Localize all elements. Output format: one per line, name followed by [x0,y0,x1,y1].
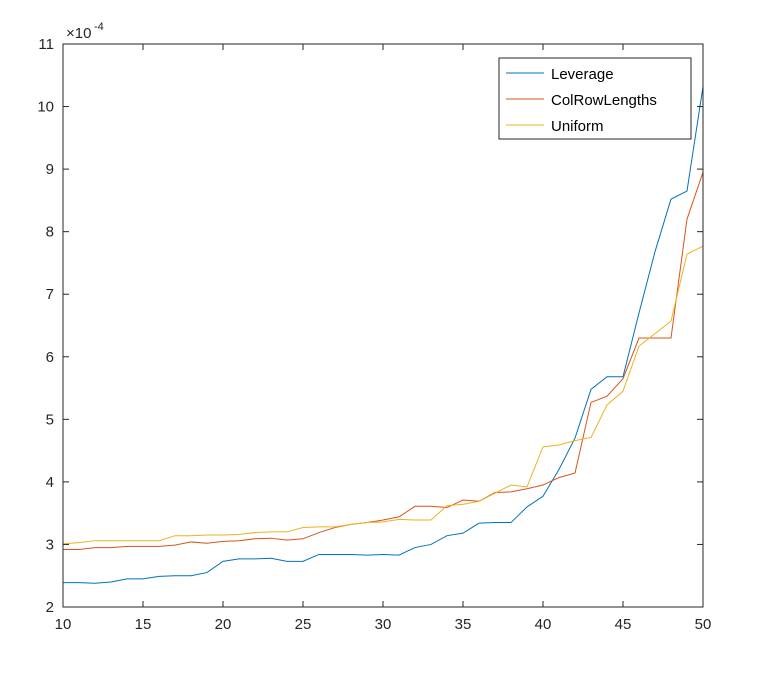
y-exponent-power: -4 [94,21,104,33]
y-tick-label: 8 [46,224,54,241]
x-tick-label: 10 [55,616,72,633]
x-tick-label: 15 [135,616,152,633]
x-tick-label: 20 [215,616,232,633]
legend-label-colrowlengths: ColRowLengths [551,92,657,109]
y-exponent-label: ×10 -4 [66,21,104,42]
series-line-leverage [63,86,704,584]
y-tick-label: 2 [46,599,54,616]
x-tick-label: 40 [535,616,552,633]
legend-label-uniform: Uniform [551,118,604,135]
x-tick-label: 50 [695,616,712,633]
y-tick-label: 7 [46,286,54,303]
y-tick-label: 5 [46,411,54,428]
series-line-colrowlengths [63,172,704,550]
y-tick-label: 3 [46,536,54,553]
x-tick-label: 35 [455,616,472,633]
legend-label-leverage: Leverage [551,66,614,83]
y-tick-label: 11 [38,36,54,53]
x-axis-ticks: 10 15 20 25 30 35 40 45 50 [55,44,712,633]
x-tick-label: 45 [615,616,632,633]
x-tick-label: 25 [295,616,312,633]
y-exponent-base: ×10 [66,25,91,42]
y-tick-label: 4 [46,474,54,491]
y-tick-label: 6 [46,349,54,366]
legend: Leverage ColRowLengths Uniform [498,57,692,140]
y-axis-ticks: 2 3 4 5 6 7 8 9 10 11 [37,36,703,616]
y-tick-label: 10 [37,99,54,116]
series-line-uniform [62,245,704,545]
series-lines [62,86,704,584]
y-tick-label: 9 [46,161,54,178]
x-tick-label: 30 [375,616,392,633]
